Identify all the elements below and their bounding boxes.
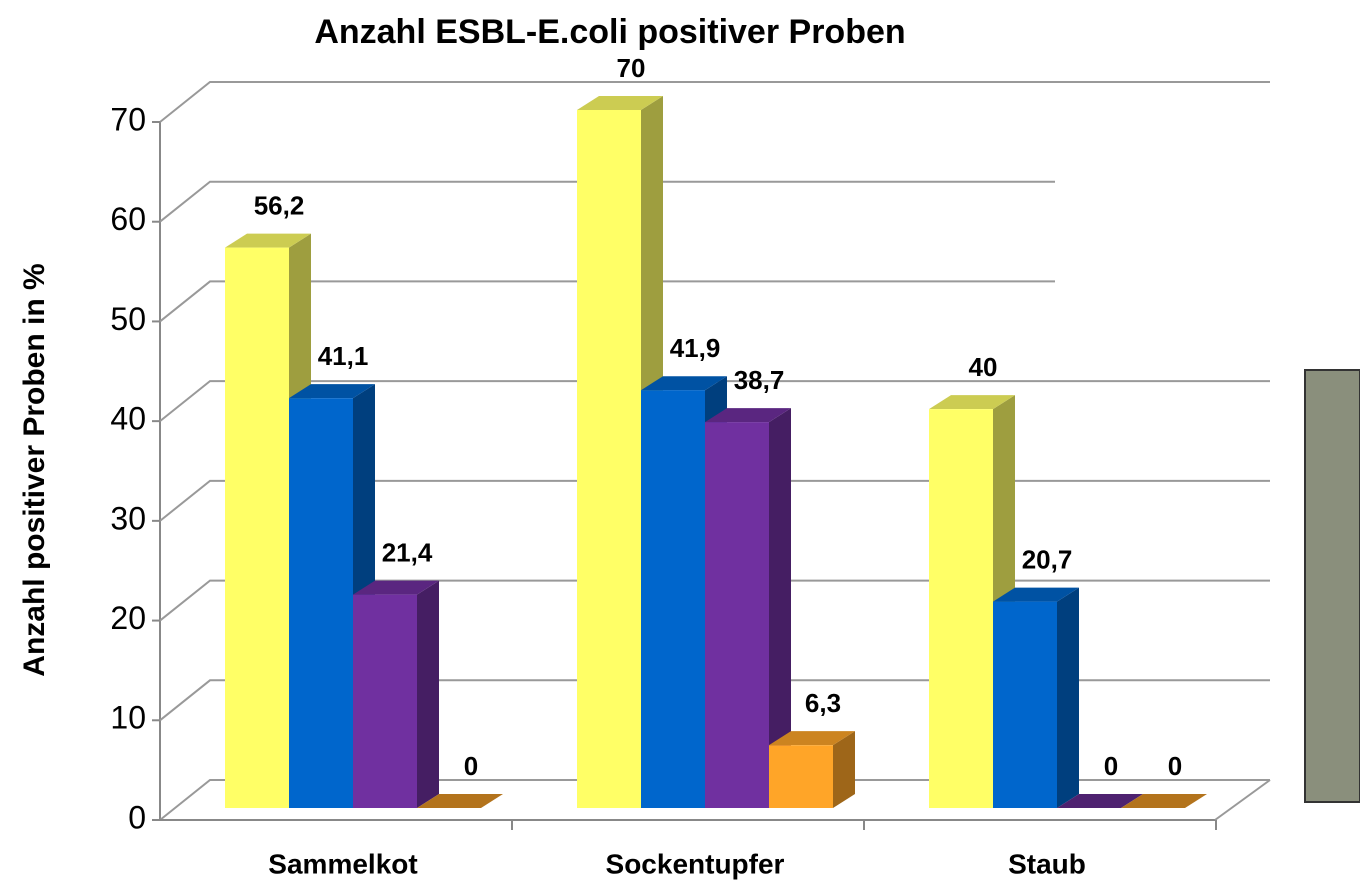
grid-line [159, 679, 1270, 722]
y-tick-label: 60 [110, 201, 146, 237]
value-label: 70 [617, 53, 646, 83]
photo [1304, 369, 1360, 803]
bar-side [833, 731, 855, 808]
bar-top [641, 376, 727, 391]
bar-top [353, 580, 439, 595]
chart-title: Anzahl ESBL-E.coli positiver Proben [314, 13, 905, 51]
value-label: 40 [969, 352, 998, 382]
y-tick-label: 70 [110, 101, 146, 137]
x-tick-label: Sockentupfer [606, 848, 785, 879]
bar-side [769, 408, 791, 808]
value-label: 21,4 [382, 537, 433, 567]
bar [577, 110, 641, 808]
x-tick-label: Staub [1008, 848, 1086, 879]
value-label: 38,7 [734, 365, 785, 395]
y-tick-label: 10 [110, 700, 146, 736]
bar-side [417, 580, 439, 808]
value-label: 56,2 [254, 190, 305, 220]
legend-box [1055, 95, 1360, 317]
value-label: 41,1 [318, 341, 369, 371]
grid-line [159, 479, 1270, 522]
grid-line [159, 579, 1270, 622]
bar [225, 247, 289, 808]
bar-top [1057, 794, 1143, 808]
bar [993, 601, 1057, 808]
bar-top [577, 96, 663, 110]
bar-top [225, 233, 311, 248]
bar [929, 409, 993, 808]
bar-top [705, 408, 791, 423]
bar-top [929, 395, 1015, 410]
grid-line [159, 280, 1270, 323]
y-tick-label: 20 [110, 600, 146, 636]
bar [641, 390, 705, 808]
grid-line [159, 380, 1270, 422]
grid-line [159, 81, 1270, 123]
y-tick-label: 30 [110, 500, 146, 536]
value-label: 0 [1104, 751, 1118, 781]
y-axis-label: Anzahl positiver Proben in % [18, 263, 51, 676]
grid-line [159, 180, 1270, 223]
floor-edge [1214, 779, 1271, 821]
bar-top [417, 794, 503, 808]
value-label: 20,7 [1022, 544, 1073, 574]
y-tick-label: 40 [110, 401, 146, 437]
bar [769, 745, 833, 808]
value-label: 0 [1168, 751, 1182, 781]
value-label: 0 [464, 751, 478, 781]
y-tick-label: 50 [110, 301, 146, 337]
bar [353, 594, 417, 808]
bar [289, 398, 353, 808]
x-tick-label: Sammelkot [268, 848, 417, 879]
bar-side [1057, 587, 1079, 808]
y-tick-label: 0 [128, 799, 146, 835]
bar-top [289, 384, 375, 399]
grid-line [159, 779, 1270, 821]
value-label: 6,3 [805, 688, 841, 718]
bar-top [1121, 794, 1207, 808]
value-label: 41,9 [670, 333, 721, 363]
bar-top [769, 731, 855, 746]
bar [705, 422, 769, 808]
bar-top [993, 587, 1079, 602]
